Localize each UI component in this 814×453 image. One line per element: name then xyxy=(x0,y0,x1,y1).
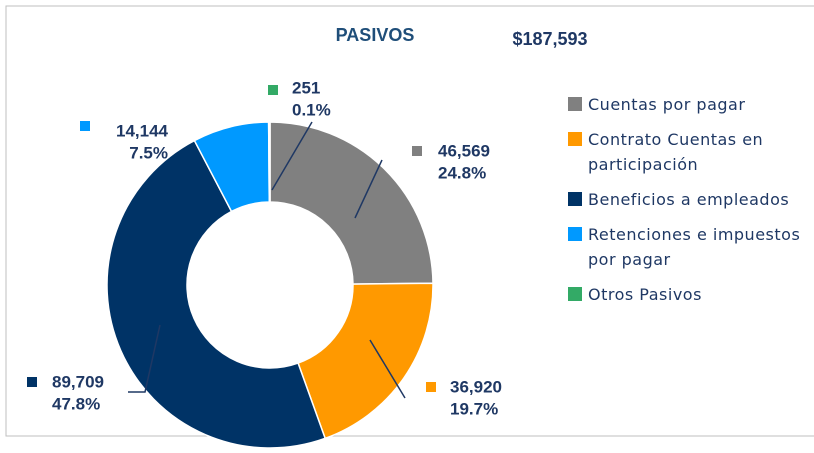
slice xyxy=(297,282,434,440)
value-label: 251 xyxy=(292,78,320,97)
frame xyxy=(5,5,814,437)
legend-swatch xyxy=(568,132,582,146)
percent-label: 24.8% xyxy=(438,163,486,182)
legend-label: Cuentas por pagar xyxy=(588,95,746,114)
label-swatch xyxy=(80,121,90,131)
percent-label: 19.7% xyxy=(450,399,498,418)
leader-line xyxy=(354,159,383,219)
leader-line xyxy=(369,339,406,399)
legend-item: Retenciones e impuestos por pagar xyxy=(568,222,814,272)
legend-swatch xyxy=(568,227,582,241)
total: $187,593 xyxy=(512,29,587,49)
legend-item: Beneficios a empleados xyxy=(568,187,814,212)
leader-line xyxy=(128,324,161,393)
legend-label: Beneficios a empleados xyxy=(588,190,790,209)
legend-item: Contrato Cuentas en participación xyxy=(568,127,814,177)
chart-title: PASIVOS xyxy=(336,25,415,45)
slice xyxy=(106,139,327,449)
legend-swatch xyxy=(568,192,582,206)
label-swatch xyxy=(27,377,37,387)
legend: Cuentas por pagar Contrato Cuentas en par… xyxy=(568,92,814,317)
legend-label: Otros Pasivos xyxy=(588,285,702,304)
percent-label: 47.8% xyxy=(52,394,100,413)
percent-label: 7.5% xyxy=(129,143,168,162)
legend-item: Otros Pasivos xyxy=(568,282,814,307)
percent-label: 0.1% xyxy=(292,100,331,119)
value-label: 36,920 xyxy=(450,377,502,396)
slice xyxy=(269,121,434,285)
leader-line xyxy=(271,121,313,191)
label-swatch xyxy=(412,146,422,156)
legend-swatch xyxy=(568,97,582,111)
label-swatch xyxy=(426,382,436,392)
legend-item: Cuentas por pagar xyxy=(568,92,814,117)
value-label: 89,709 xyxy=(52,372,104,391)
value-label: 14,144 xyxy=(116,121,169,140)
legend-label: Contrato Cuentas en participación xyxy=(588,130,764,174)
legend-swatch xyxy=(568,287,582,301)
label-swatch xyxy=(268,85,278,95)
value-label: 46,569 xyxy=(438,141,490,160)
slice xyxy=(267,121,271,203)
legend-label: Retenciones e impuestos por pagar xyxy=(588,225,801,269)
